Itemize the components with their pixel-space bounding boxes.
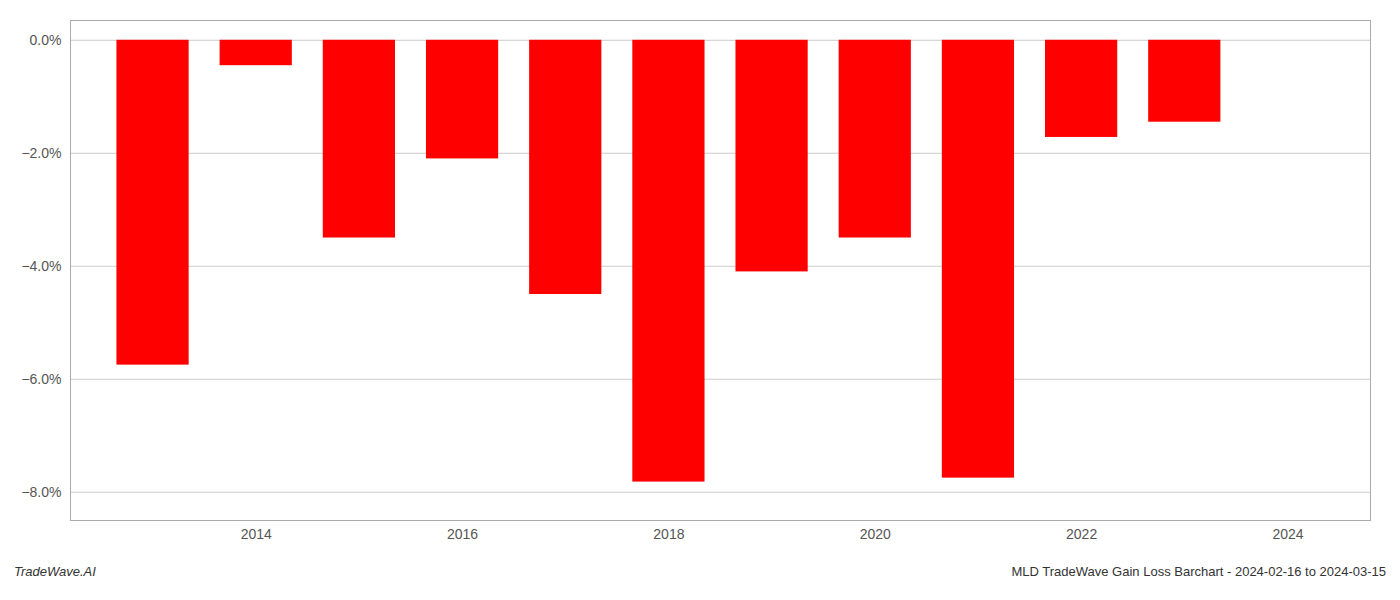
svg-text:2020: 2020 [860,526,891,542]
svg-text:2018: 2018 [653,526,684,542]
html-text:MLD TradeWave Gain Loss Barcha: MLD TradeWave Gain Loss Barchart - 2024-… [1011,564,1386,579]
svg-text:−4.0%: −4.0% [21,258,61,274]
svg-text:0.0%: 0.0% [30,32,62,48]
svg-text:−8.0%: −8.0% [21,484,61,500]
svg-text:2024: 2024 [1272,526,1303,542]
html-text:TradeWave.AI: TradeWave.AI [14,564,96,579]
svg-text:2014: 2014 [241,526,272,542]
svg-text:2022: 2022 [1066,526,1097,542]
svg-text:2016: 2016 [447,526,478,542]
svg-text:−2.0%: −2.0% [21,145,61,161]
svg-text:−6.0%: −6.0% [21,371,61,387]
